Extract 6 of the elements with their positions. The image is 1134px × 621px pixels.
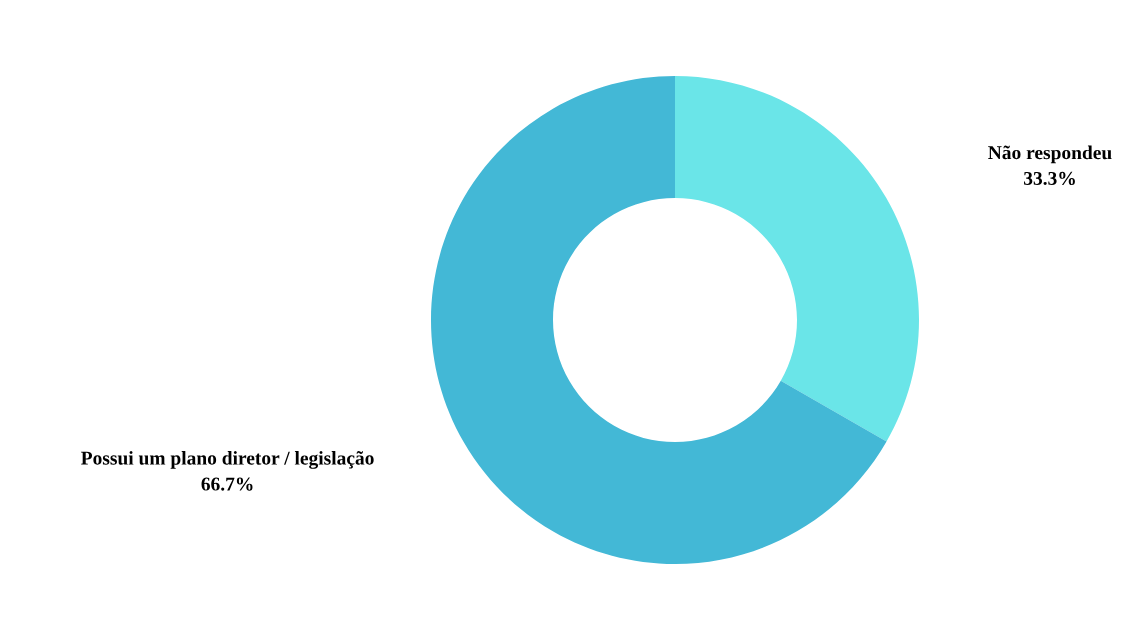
- donut-slice: [431, 76, 887, 564]
- data-label: 33.3%: [1024, 171, 1075, 186]
- data-label: 66.7%: [201, 477, 253, 491]
- donut-slice: [675, 76, 919, 442]
- slice-label: Possui um plano diretor / legislação: [81, 451, 374, 469]
- slice-label: Não respondeu: [988, 145, 1112, 164]
